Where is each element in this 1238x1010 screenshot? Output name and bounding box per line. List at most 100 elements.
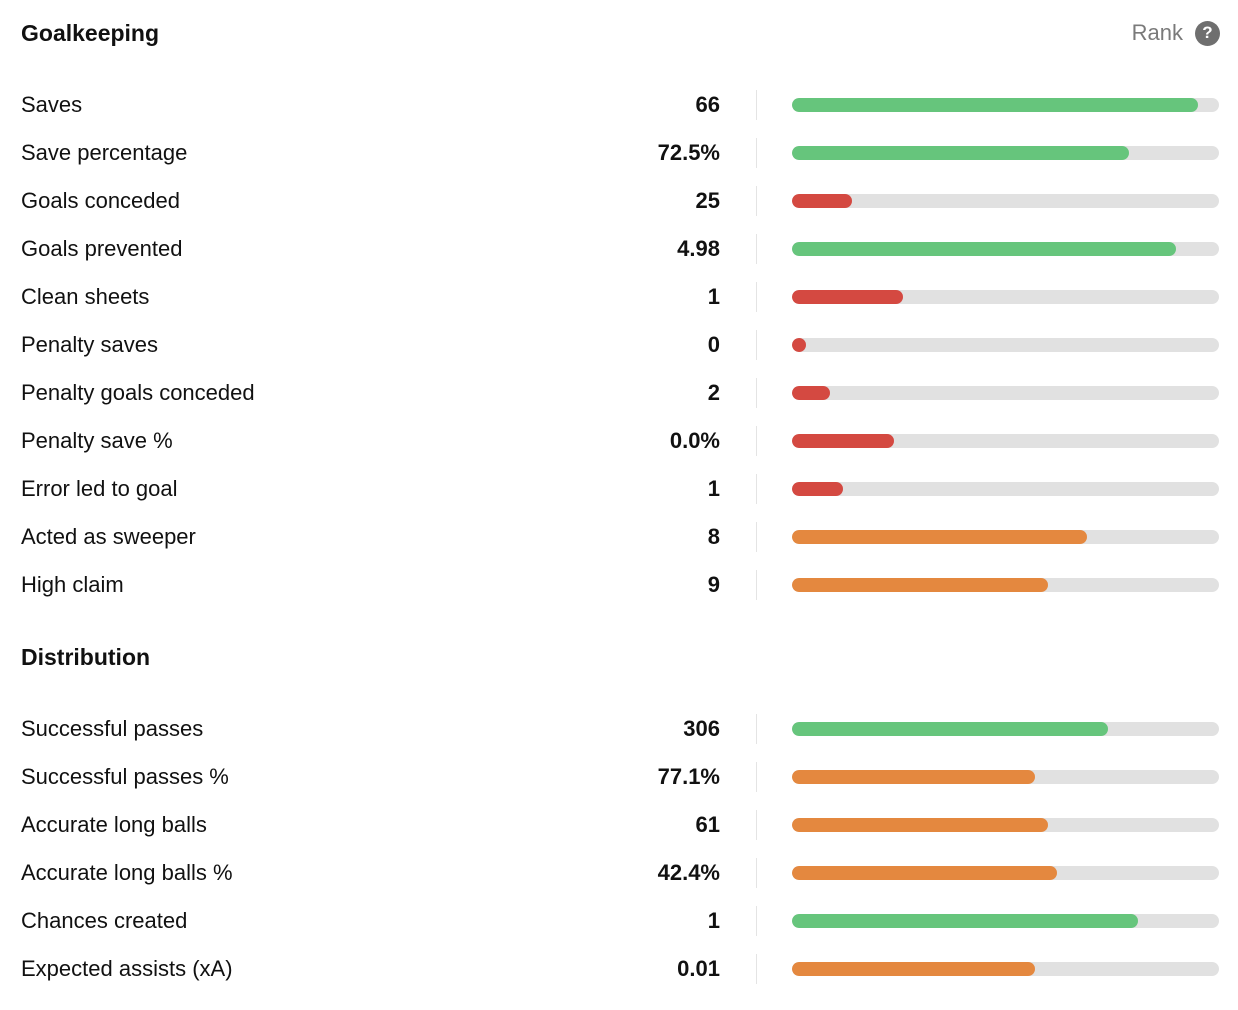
rank-bar-fill bbox=[792, 770, 1036, 784]
stat-label: High claim bbox=[21, 572, 124, 597]
stat-label: Error led to goal bbox=[21, 476, 178, 501]
rank-bar-fill bbox=[792, 722, 1108, 736]
rank-bar-track bbox=[792, 98, 1219, 112]
question-mark-icon[interactable]: ? bbox=[1195, 20, 1220, 46]
rank-bar-track bbox=[792, 866, 1219, 880]
rank-bar-track bbox=[792, 242, 1219, 256]
rank-bar-track bbox=[792, 290, 1219, 304]
rank-bar-fill bbox=[792, 98, 1198, 112]
rank-bar-fill bbox=[792, 482, 844, 496]
stat-label: Expected assists (xA) bbox=[21, 956, 233, 981]
stat-row: Penalty goals conceded 2 bbox=[0, 369, 1238, 417]
divider bbox=[756, 810, 757, 840]
stat-row: Successful passes % 77.1% bbox=[0, 753, 1238, 801]
rank-bar-fill bbox=[792, 914, 1138, 928]
rank-bar-fill bbox=[792, 242, 1177, 256]
stat-row: Successful passes 306 bbox=[0, 705, 1238, 753]
stat-value: 306 bbox=[683, 716, 720, 741]
stat-row: Goals conceded 25 bbox=[0, 177, 1238, 225]
stat-value: 2 bbox=[707, 380, 720, 405]
stat-row: Clean sheets 1 bbox=[0, 273, 1238, 321]
rank-bar-fill bbox=[792, 386, 831, 400]
stat-label: Chances created bbox=[21, 908, 188, 933]
rank-bar-fill bbox=[792, 530, 1087, 544]
divider bbox=[756, 138, 757, 168]
stat-value: 9 bbox=[707, 572, 720, 597]
rank-bar-track bbox=[792, 194, 1219, 208]
rank-bar-fill bbox=[792, 146, 1130, 160]
rank-bar-fill bbox=[792, 434, 895, 448]
stat-label: Goals conceded bbox=[21, 188, 180, 213]
rank-bar-track bbox=[792, 338, 1219, 352]
divider bbox=[756, 570, 757, 600]
rank-bar-fill bbox=[792, 290, 904, 304]
section-title-goalkeeping: Goalkeeping bbox=[21, 20, 160, 46]
divider bbox=[756, 282, 757, 312]
stat-label: Accurate long balls bbox=[21, 812, 207, 837]
rank-bar-fill bbox=[792, 866, 1057, 880]
stat-row: Saves 66 bbox=[0, 81, 1238, 129]
divider bbox=[756, 378, 757, 408]
divider bbox=[756, 426, 757, 456]
stat-label: Penalty saves bbox=[21, 332, 158, 357]
stat-label: Accurate long balls % bbox=[21, 860, 233, 885]
rank-label: Rank bbox=[1131, 20, 1183, 45]
stat-value: 1 bbox=[707, 476, 720, 501]
rank-bar-fill bbox=[792, 338, 806, 352]
stat-label: Successful passes bbox=[21, 716, 204, 741]
stat-row: Expected assists (xA) 0.01 bbox=[0, 945, 1238, 993]
stat-label: Goals prevented bbox=[21, 236, 183, 261]
stat-row: Penalty save % 0.0% bbox=[0, 417, 1238, 465]
divider bbox=[756, 234, 757, 264]
stat-row: High claim 9 bbox=[0, 561, 1238, 609]
stat-label: Acted as sweeper bbox=[21, 524, 196, 549]
stat-row: Save percentage 72.5% bbox=[0, 129, 1238, 177]
stat-value: 8 bbox=[707, 524, 720, 549]
divider bbox=[756, 858, 757, 888]
stat-row: Accurate long balls % 42.4% bbox=[0, 849, 1238, 897]
rank-bar-track bbox=[792, 482, 1219, 496]
stat-value: 61 bbox=[695, 812, 720, 837]
rank-bar-track bbox=[792, 434, 1219, 448]
stat-label: Clean sheets bbox=[21, 284, 150, 309]
stat-label: Penalty goals conceded bbox=[21, 380, 255, 405]
stat-label: Penalty save % bbox=[21, 428, 173, 453]
stat-value: 0 bbox=[707, 332, 720, 357]
rank-bar-fill bbox=[792, 578, 1049, 592]
stat-value: 66 bbox=[695, 92, 720, 117]
stat-label: Successful passes % bbox=[21, 764, 229, 789]
stat-row: Goals prevented 4.98 bbox=[0, 225, 1238, 273]
divider bbox=[756, 762, 757, 792]
stat-value: 0.0% bbox=[669, 428, 720, 453]
divider bbox=[756, 906, 757, 936]
stat-row: Acted as sweeper 8 bbox=[0, 513, 1238, 561]
divider bbox=[756, 330, 757, 360]
rank-bar-fill bbox=[792, 818, 1049, 832]
stat-row: Chances created 1 bbox=[0, 897, 1238, 945]
rank-bar-fill bbox=[792, 194, 852, 208]
stat-value: 42.4% bbox=[657, 860, 720, 885]
divider bbox=[756, 714, 757, 744]
divider bbox=[756, 954, 757, 984]
divider bbox=[756, 90, 757, 120]
rank-bar-track bbox=[792, 578, 1219, 592]
stat-value: 72.5% bbox=[657, 140, 720, 165]
rank-bar-track bbox=[792, 770, 1219, 784]
stat-row: Error led to goal 1 bbox=[0, 465, 1238, 513]
stat-value: 1 bbox=[707, 908, 720, 933]
rank-bar-track bbox=[792, 530, 1219, 544]
divider bbox=[756, 186, 757, 216]
stat-value: 25 bbox=[695, 188, 720, 213]
stat-row: Penalty saves 0 bbox=[0, 321, 1238, 369]
rank-bar-track bbox=[792, 146, 1219, 160]
rank-bar-track bbox=[792, 962, 1219, 976]
stat-value: 1 bbox=[707, 284, 720, 309]
rank-header: Rank ? bbox=[1132, 20, 1220, 46]
divider bbox=[756, 474, 757, 504]
stat-value: 4.98 bbox=[677, 236, 720, 261]
stat-value: 77.1% bbox=[657, 764, 720, 789]
rank-bar-track bbox=[792, 386, 1219, 400]
rank-bar-track bbox=[792, 818, 1219, 832]
rank-bar-track bbox=[792, 722, 1219, 736]
rank-bar-fill bbox=[792, 962, 1036, 976]
